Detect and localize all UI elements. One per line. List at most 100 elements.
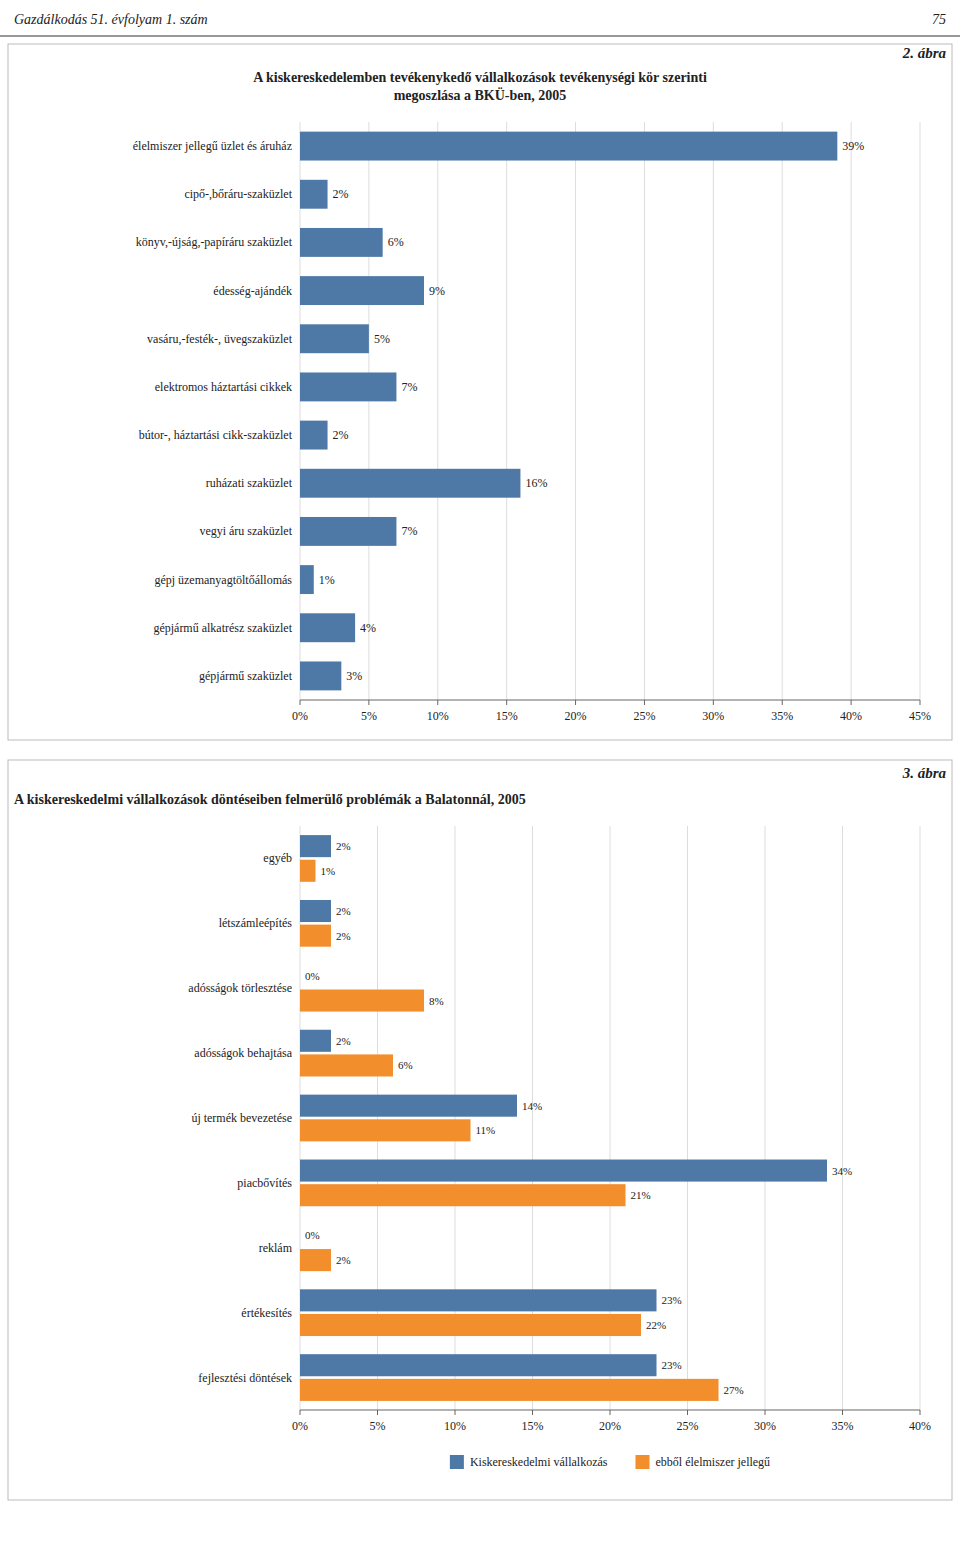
category-label: piacbővítés <box>237 1176 292 1190</box>
grid-line <box>782 122 783 700</box>
grid-line <box>506 122 507 700</box>
data-label: 4% <box>360 621 376 635</box>
grid-line <box>368 122 369 700</box>
data-label: 6% <box>388 235 404 249</box>
grid-line <box>644 122 645 700</box>
data-label: 27% <box>724 1384 744 1396</box>
data-label: 6% <box>398 1059 413 1071</box>
bar <box>300 324 369 353</box>
grid-line <box>920 826 921 1410</box>
data-label: 2% <box>333 187 349 201</box>
figure: Gazdálkodás 51. évfolyam 1. szám752. ábr… <box>0 0 960 1556</box>
data-label: 2% <box>336 930 351 942</box>
tick-label: 35% <box>771 709 793 723</box>
grid-line <box>765 826 766 1410</box>
category-label: adósságok törlesztése <box>188 981 292 995</box>
bar <box>300 180 328 209</box>
data-label: 21% <box>631 1189 651 1201</box>
tick-label: 10% <box>427 709 449 723</box>
category-label: adósságok behajtása <box>194 1046 292 1060</box>
category-label: új termék bevezetése <box>191 1111 292 1125</box>
chart-title: A kiskereskedelmi vállalkozások döntései… <box>14 792 526 807</box>
tick-mark <box>765 1410 766 1415</box>
bar <box>300 613 355 642</box>
data-label: 39% <box>842 139 864 153</box>
category-label: vegyi áru szaküzlet <box>199 524 292 538</box>
x-axis-line <box>300 700 920 701</box>
bar <box>300 990 424 1012</box>
title-line: A kiskereskedelmi vállalkozások döntései… <box>14 792 526 807</box>
tick-label: 15% <box>522 1419 544 1433</box>
data-label: 5% <box>374 332 390 346</box>
bar <box>300 372 396 401</box>
bar <box>300 1184 626 1206</box>
category-label: elektromos háztartási cikkek <box>155 380 292 394</box>
x-axis-line <box>300 1410 920 1411</box>
grid-line <box>713 122 714 700</box>
category-label: vasáru,-festék-, üvegszaküzlet <box>147 332 293 346</box>
tick-label: 20% <box>599 1419 621 1433</box>
tick-mark <box>506 700 507 705</box>
tick-label: 5% <box>361 709 377 723</box>
legend-label: Kiskereskedelmi vállalkozás <box>470 1455 608 1469</box>
category-label: könyv,-újság,-papíráru szaküzlet <box>136 235 293 249</box>
x-axis: 0%5%10%15%20%25%30%35%40%45% <box>292 700 931 723</box>
data-label: 7% <box>401 524 417 538</box>
bar <box>300 900 331 922</box>
tick-mark <box>713 700 714 705</box>
tick-label: 40% <box>840 709 862 723</box>
category-label: létszámleépítés <box>219 916 293 930</box>
bars <box>300 835 827 1401</box>
bar <box>300 228 383 257</box>
tick-mark <box>687 1410 688 1415</box>
bar <box>300 421 328 450</box>
tick-label: 0% <box>292 1419 308 1433</box>
grid <box>300 122 920 700</box>
x-axis: 0%5%10%15%20%25%30%35%40% <box>292 1410 931 1433</box>
tick-label: 30% <box>754 1419 776 1433</box>
tick-mark <box>455 1410 456 1415</box>
header-right: 75 <box>932 12 946 27</box>
data-label: 9% <box>429 284 445 298</box>
data-label: 0% <box>305 1229 320 1241</box>
data-label: 2% <box>333 428 349 442</box>
tick-mark <box>920 700 921 705</box>
bar <box>300 860 316 882</box>
category-label: gépjármű alkatrész szaküzlet <box>153 621 292 635</box>
bar <box>300 565 314 594</box>
panel-frame <box>8 44 952 740</box>
page: {"chart_data": [ {"type": "bar", "orient… <box>0 0 960 1556</box>
bar <box>300 1379 719 1401</box>
legend-label: ebből élelmiszer jellegű <box>656 1455 771 1469</box>
tick-mark <box>300 1410 301 1415</box>
tick-mark <box>644 700 645 705</box>
title-line: megoszlása a BKÜ-ben, 2005 <box>394 87 567 103</box>
data-label: 0% <box>305 970 320 982</box>
legend-swatch <box>450 1455 464 1469</box>
data-label: 34% <box>832 1165 852 1177</box>
category-label: bútor-, háztartási cikk-szaküzlet <box>139 428 293 442</box>
bar <box>300 1224 301 1246</box>
bar <box>300 835 331 857</box>
grid-line <box>687 826 688 1410</box>
bars <box>300 132 837 691</box>
category-label: értékesítés <box>241 1306 292 1320</box>
data-label: 1% <box>321 865 336 877</box>
tick-label: 0% <box>292 709 308 723</box>
category-label: gépj üzemanyagtöltőállomás <box>154 573 292 587</box>
tick-mark <box>437 700 438 705</box>
data-label: 2% <box>336 1254 351 1266</box>
category-label: egyéb <box>263 851 292 865</box>
bar <box>300 1249 331 1271</box>
tick-label: 5% <box>370 1419 386 1433</box>
panel-frame <box>8 760 952 1500</box>
header-left: Gazdálkodás 51. évfolyam 1. szám <box>14 12 208 27</box>
bar <box>300 1289 657 1311</box>
tick-mark <box>920 1410 921 1415</box>
header-rule <box>0 35 960 36</box>
grid <box>300 826 920 1410</box>
tick-mark <box>532 1410 533 1415</box>
category-label: cipő-,bőráru-szaküzlet <box>184 187 292 201</box>
data-labels: 39%2%6%9%5%7%2%16%7%1%4%3% <box>319 139 865 683</box>
data-label: 2% <box>336 1035 351 1047</box>
